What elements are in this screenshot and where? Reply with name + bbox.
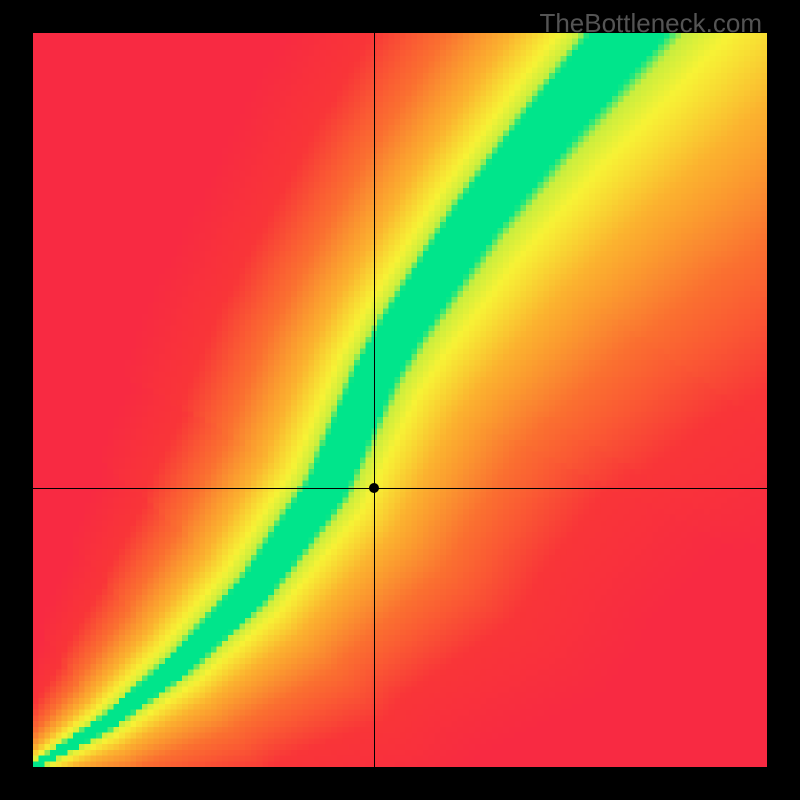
crosshair-marker-dot — [369, 483, 379, 493]
watermark-text: TheBottleneck.com — [539, 8, 762, 39]
crosshair-vertical — [374, 33, 375, 767]
bottleneck-heatmap — [33, 33, 767, 767]
crosshair-horizontal — [33, 488, 767, 489]
